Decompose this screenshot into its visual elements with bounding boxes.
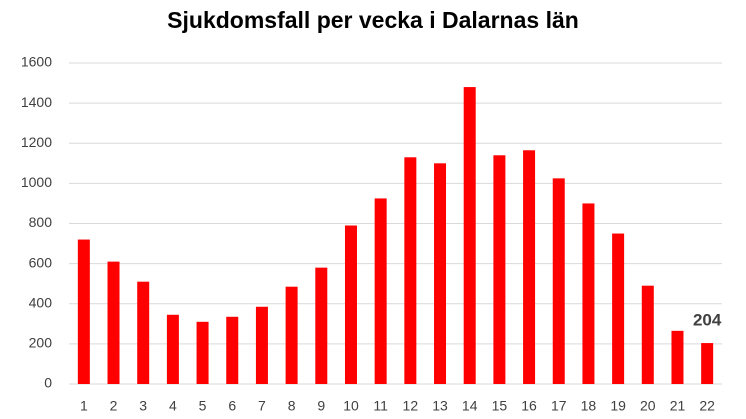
x-tick-label: 4 — [169, 398, 177, 414]
bar — [523, 150, 536, 384]
bar — [582, 203, 595, 384]
value-label: 204 — [693, 311, 722, 330]
y-tick-label: 1200 — [21, 134, 52, 150]
x-tick-label: 6 — [228, 398, 236, 414]
bar — [612, 233, 625, 384]
bar — [701, 343, 714, 384]
x-tick-label: 5 — [199, 398, 207, 414]
x-tick-label: 11 — [373, 398, 388, 414]
bar — [641, 285, 654, 384]
bar — [463, 87, 476, 384]
x-tick-label: 15 — [492, 398, 508, 414]
bar — [166, 314, 179, 384]
x-tick-label: 14 — [462, 398, 478, 414]
bar — [671, 330, 684, 384]
x-tick-label: 10 — [343, 398, 359, 414]
x-tick-label: 12 — [403, 398, 419, 414]
bar — [255, 306, 268, 384]
x-tick-label: 3 — [139, 398, 147, 414]
x-tick-label: 19 — [610, 398, 626, 414]
x-tick-label: 13 — [432, 398, 448, 414]
y-tick-label: 0 — [44, 375, 52, 391]
x-tick-label: 21 — [670, 398, 686, 414]
y-tick-label: 200 — [29, 335, 53, 351]
bar — [196, 321, 209, 384]
x-tick-label: 9 — [317, 398, 325, 414]
y-tick-label: 1000 — [21, 174, 52, 190]
chart-title: Sjukdomsfall per vecka i Dalarnas län — [167, 7, 579, 33]
bar — [77, 239, 90, 384]
y-tick-label: 600 — [29, 254, 53, 270]
bar — [374, 198, 387, 384]
x-tick-label: 20 — [640, 398, 656, 414]
bar — [552, 178, 565, 384]
bar — [344, 225, 357, 384]
x-tick-label: 22 — [699, 398, 715, 414]
x-tick-label: 8 — [288, 398, 296, 414]
bar — [404, 157, 417, 384]
y-tick-label: 1400 — [21, 94, 52, 110]
bar — [493, 155, 506, 384]
bar — [434, 163, 447, 384]
x-tick-label: 1 — [80, 398, 88, 414]
bar — [107, 261, 120, 384]
y-tick-label: 1600 — [21, 54, 52, 70]
bar — [137, 281, 150, 384]
x-tick-label: 7 — [258, 398, 266, 414]
bar — [285, 286, 298, 384]
bar — [315, 267, 328, 384]
x-tick-label: 18 — [581, 398, 597, 414]
x-tick-label: 16 — [521, 398, 537, 414]
y-tick-label: 400 — [29, 294, 53, 310]
x-tick-label: 17 — [551, 398, 567, 414]
x-tick-label: 2 — [110, 398, 118, 414]
bar — [226, 316, 239, 384]
y-tick-label: 800 — [29, 214, 53, 230]
